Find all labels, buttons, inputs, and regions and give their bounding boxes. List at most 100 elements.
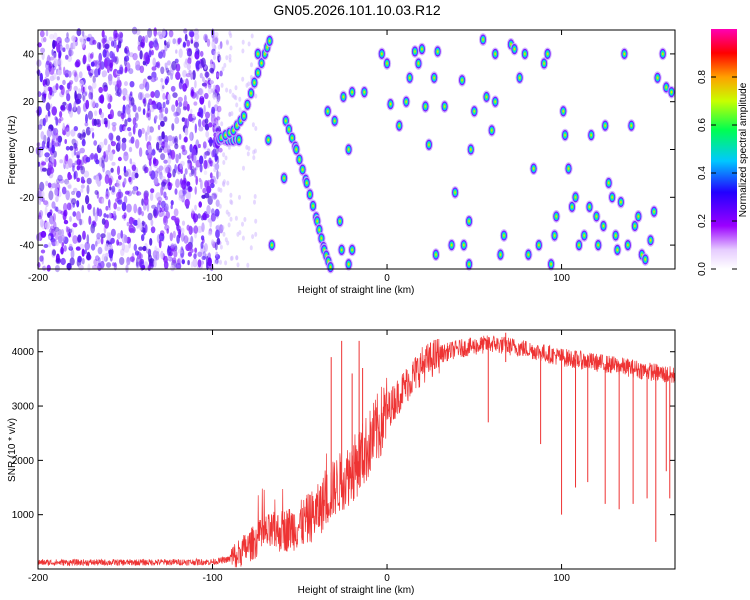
noise-mark [194, 166, 198, 171]
noise-mark [62, 101, 67, 106]
noise-mark [108, 212, 112, 219]
noise-mark [79, 147, 85, 154]
noise-mark [150, 77, 157, 83]
noise-mark [92, 265, 98, 270]
noise-mark [180, 248, 185, 258]
noise-mark [126, 221, 130, 227]
signal-blob-core [637, 215, 640, 218]
noise-mark [65, 54, 69, 60]
noise-mark [198, 126, 204, 132]
noise-mark [214, 242, 218, 251]
noise-mark [235, 102, 239, 108]
noise-mark [124, 47, 128, 54]
noise-mark [68, 49, 74, 56]
noise-mark [251, 122, 255, 128]
noise-mark [182, 83, 188, 92]
noise-mark [124, 68, 127, 74]
y-tick-label: -40 [20, 241, 35, 252]
noise-mark [172, 230, 176, 239]
noise-mark [39, 218, 44, 228]
noise-mark [127, 127, 132, 132]
noise-mark [224, 237, 228, 243]
noise-mark [45, 114, 48, 123]
noise-mark [167, 135, 173, 142]
noise-mark [82, 230, 86, 240]
noise-mark [188, 225, 193, 235]
noise-mark [107, 93, 113, 103]
noise-mark [61, 186, 67, 195]
signal-blob-core [543, 62, 545, 65]
noise-mark [165, 99, 170, 105]
noise-mark [106, 65, 110, 74]
noise-mark [126, 49, 130, 57]
noise-mark [82, 93, 86, 103]
signal-blob-core [670, 90, 673, 94]
noise-mark [52, 85, 58, 94]
noise-mark [138, 147, 143, 158]
noise-mark [131, 171, 136, 181]
noise-mark [82, 132, 86, 138]
noise-mark [123, 165, 127, 174]
noise-mark [192, 70, 196, 80]
noise-mark [90, 243, 96, 251]
signal-blob-core [408, 76, 411, 79]
noise-mark [116, 191, 122, 199]
noise-mark [193, 225, 199, 234]
noise-mark [64, 139, 67, 144]
noise-mark [247, 41, 251, 47]
noise-mark [40, 47, 46, 53]
noise-mark [64, 155, 69, 165]
noise-mark [122, 95, 126, 101]
noise-mark [112, 125, 117, 132]
noise-mark [164, 141, 168, 148]
noise-mark [158, 135, 163, 141]
signal-blob-core [518, 76, 521, 79]
noise-mark [147, 212, 153, 221]
noise-mark [106, 262, 112, 268]
noise-mark [88, 215, 92, 225]
noise-mark [214, 31, 219, 38]
noise-mark [160, 78, 164, 83]
noise-mark [149, 192, 154, 201]
noise-mark [69, 257, 75, 266]
noise-mark [204, 79, 208, 89]
noise-mark [92, 39, 97, 45]
noise-mark [139, 222, 143, 231]
noise-mark [58, 118, 62, 124]
noise-mark [87, 85, 92, 90]
noise-mark [76, 158, 81, 166]
noise-mark [76, 105, 81, 115]
noise-mark [184, 33, 188, 42]
noise-mark [221, 66, 225, 72]
noise-mark [147, 144, 152, 155]
noise-mark [194, 167, 197, 178]
noise-mark [89, 39, 92, 45]
noise-mark [41, 140, 46, 150]
noise-mark [198, 88, 203, 96]
noise-mark [57, 57, 63, 68]
noise-mark [76, 190, 81, 198]
noise-mark [178, 133, 182, 140]
noise-mark [147, 102, 150, 111]
noise-mark [149, 165, 152, 175]
noise-mark [53, 226, 60, 232]
noise-mark [229, 45, 233, 51]
y-tick-label: 40 [23, 49, 35, 60]
noise-mark [126, 107, 131, 115]
noise-mark [45, 180, 49, 187]
noise-mark [152, 250, 158, 259]
noise-mark [202, 141, 207, 149]
noise-mark [87, 263, 91, 273]
noise-mark [40, 249, 46, 254]
signal-blob-core [485, 95, 488, 99]
noise-mark [184, 118, 190, 129]
noise-mark [41, 167, 48, 172]
noise-mark [210, 213, 216, 222]
noise-mark [184, 94, 187, 103]
noise-mark [102, 162, 105, 173]
noise-mark [48, 242, 51, 248]
signal-blob-core [257, 52, 259, 56]
colorbar-ticks: 0.0 0.2 0.4 0.6 0.8 [697, 70, 737, 276]
noise-mark [194, 186, 197, 195]
